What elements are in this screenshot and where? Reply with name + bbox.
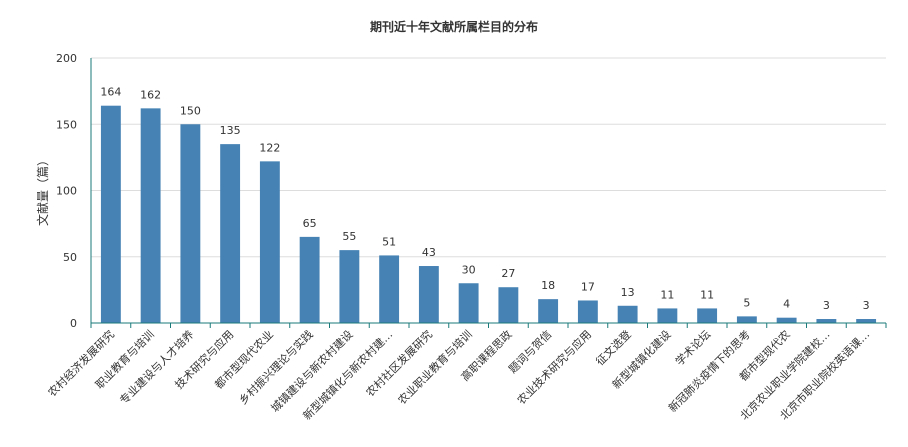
bar	[379, 255, 400, 323]
data-label: 3	[863, 299, 870, 312]
bar	[816, 319, 837, 323]
bar	[418, 266, 439, 323]
y-tick-label: 150	[56, 118, 77, 131]
x-tick-label: 农业职业教育与培训	[395, 327, 475, 407]
bar	[180, 124, 201, 323]
data-label: 11	[700, 288, 714, 301]
bar	[657, 308, 678, 323]
y-axis-label: 文献量（篇）	[35, 154, 50, 226]
data-label: 17	[581, 280, 595, 293]
bars	[100, 105, 877, 323]
y-tick-label: 50	[63, 251, 77, 264]
data-label: 30	[462, 263, 476, 276]
bar	[538, 299, 559, 323]
y-axis-ticks: 0 50 100 150 200	[56, 52, 77, 330]
data-label: 43	[422, 246, 436, 259]
bar	[220, 144, 241, 323]
bar	[697, 308, 718, 323]
data-label: 51	[382, 235, 396, 248]
data-label: 135	[220, 124, 241, 137]
x-tick-label: 乡村振兴理论与实践	[236, 327, 316, 407]
chart-title: 期刊近十年文献所属栏目的分布	[370, 19, 538, 34]
bar	[339, 250, 360, 323]
data-label: 4	[783, 298, 790, 311]
data-label: 162	[140, 88, 161, 101]
y-tick-label: 100	[56, 185, 77, 198]
data-label: 18	[541, 279, 555, 292]
x-tick-label: 专业建设与人才培养	[117, 327, 197, 407]
y-tick-label: 0	[70, 317, 77, 330]
data-label: 55	[342, 230, 356, 243]
data-label: 65	[303, 217, 317, 230]
gridlines	[91, 57, 886, 258]
x-tick-label: 农村经济发展研究	[45, 327, 117, 399]
bar	[100, 105, 121, 323]
x-tick-label: 农业技术研究与应用	[514, 327, 594, 407]
bar	[577, 300, 598, 323]
bar	[776, 317, 797, 323]
y-tick-label: 200	[56, 52, 77, 65]
bar	[617, 305, 638, 323]
x-tick-label: 农村社区发展研究	[363, 327, 435, 399]
bar	[736, 316, 757, 323]
x-tick-label: 学术论坛	[672, 327, 713, 368]
data-label: 27	[501, 267, 515, 280]
data-label: 164	[100, 86, 121, 99]
data-label: 3	[823, 299, 830, 312]
bar	[458, 283, 479, 323]
data-label: 5	[743, 296, 750, 309]
bar	[498, 287, 519, 323]
data-label: 150	[180, 104, 201, 117]
bar	[140, 108, 161, 323]
data-label: 122	[259, 141, 280, 154]
data-label: 13	[621, 286, 635, 299]
bar	[856, 319, 877, 323]
x-tick-label: 征文选登	[593, 327, 634, 368]
bar	[259, 161, 280, 323]
data-label: 11	[660, 288, 674, 301]
bar	[299, 236, 320, 323]
x-axis-ticks: 农村经济发展研究职业教育与培训专业建设与人才培养技术研究与应用都市型现代农业乡村…	[45, 323, 887, 423]
